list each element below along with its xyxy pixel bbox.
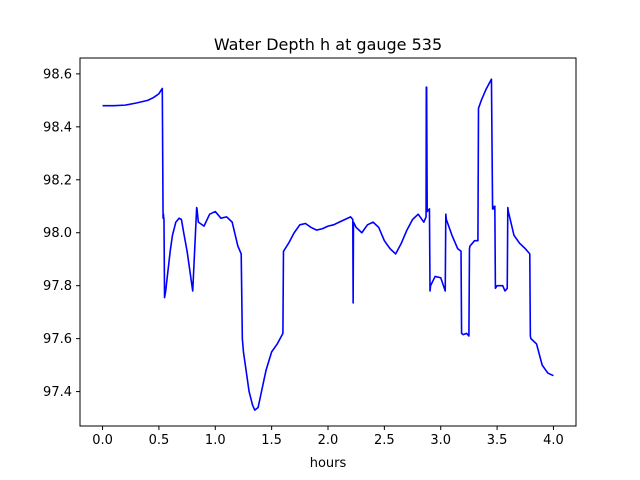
x-tick-label: 3.5 <box>487 433 508 448</box>
x-tick-label: 1.5 <box>261 433 282 448</box>
x-tick-label: 0.0 <box>92 433 113 448</box>
y-tick-label: 97.4 <box>43 385 72 400</box>
y-tick-label: 97.8 <box>43 279 72 294</box>
x-tick-label: 3.0 <box>430 433 451 448</box>
y-tick-label: 97.6 <box>43 332 72 347</box>
x-tick-label: 2.0 <box>318 433 339 448</box>
y-tick-label: 98.2 <box>43 173 72 188</box>
y-tick-label: 98.6 <box>43 67 72 82</box>
x-tick-label: 4.0 <box>543 433 564 448</box>
x-axis-ticks: 0.0 0.5 1.0 1.5 2.0 2.5 3.0 3.5 4.0 <box>92 426 564 448</box>
series-line-0 <box>102 78 554 411</box>
x-tick-label: 2.5 <box>374 433 395 448</box>
y-tick-label: 98.4 <box>43 120 72 135</box>
y-axis-ticks: 97.4 97.6 97.8 98.0 98.2 98.4 98.6 <box>43 67 80 400</box>
y-tick-label: 98.0 <box>43 226 72 241</box>
x-axis-label: hours <box>310 456 347 471</box>
x-tick-label: 1.0 <box>205 433 226 448</box>
chart-title: Water Depth h at gauge 535 <box>214 35 442 54</box>
plot-frame <box>79 57 577 427</box>
x-tick-label: 0.5 <box>149 433 170 448</box>
series-layer <box>102 78 554 411</box>
